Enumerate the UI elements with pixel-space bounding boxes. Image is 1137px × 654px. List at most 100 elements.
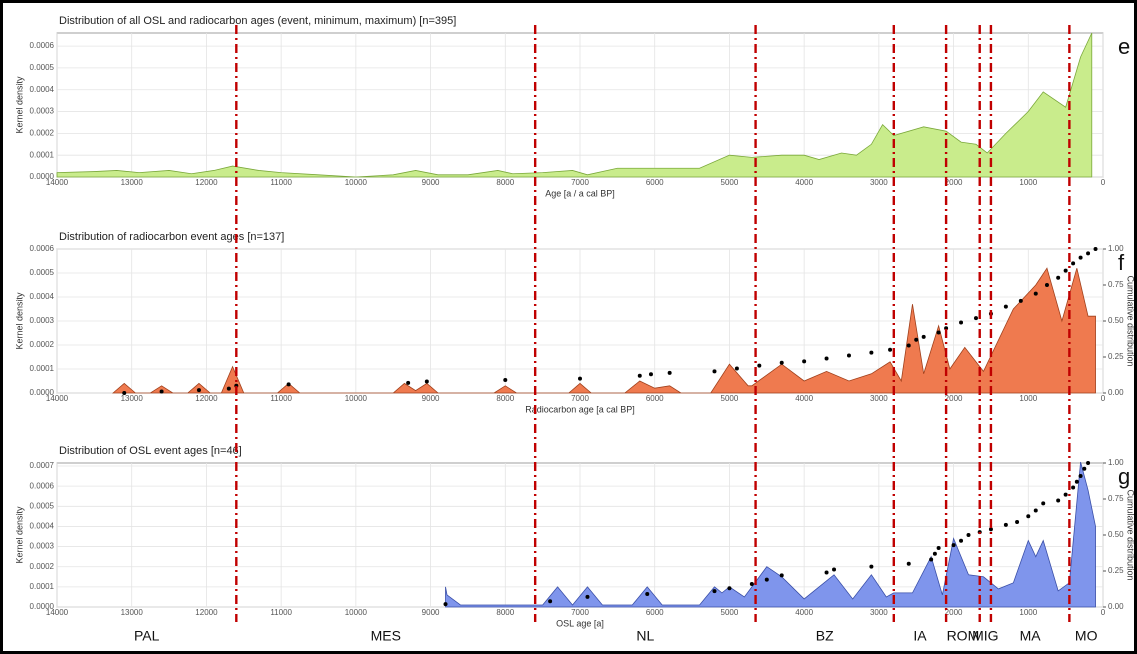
cumulative-point <box>1078 255 1083 260</box>
cumulative-point <box>959 320 964 325</box>
cumulative-point <box>1093 247 1098 251</box>
cumulative-point <box>443 602 448 607</box>
x-tick-label: 1000 <box>1019 608 1037 617</box>
y2-tick-label: 0.50 <box>1108 316 1124 325</box>
y-tick-label: 0.0004 <box>30 522 55 531</box>
x-tick-label: 2000 <box>945 394 963 403</box>
y-tick-label: 0.0003 <box>30 107 55 116</box>
y-tick-label: 0.0002 <box>30 128 55 137</box>
cumulative-point <box>1015 520 1020 525</box>
cumulative-point <box>712 369 717 374</box>
x-tick-label: 0 <box>1101 394 1106 403</box>
y2-tick-label: 0.75 <box>1108 280 1124 289</box>
cumulative-point <box>1056 498 1061 503</box>
y-tick-label: 0.0001 <box>30 364 55 373</box>
x-tick-label: 4000 <box>795 608 813 617</box>
x-tick-label: 11000 <box>270 394 292 403</box>
x-tick-label: 10000 <box>345 394 368 403</box>
x-tick-label: 14000 <box>46 394 69 403</box>
y-tick-label: 0.0005 <box>30 63 55 72</box>
cumulative-point <box>802 359 807 364</box>
x-axis-title: Radiocarbon age [a cal BP] <box>525 404 635 414</box>
x-tick-label: 8000 <box>496 178 514 187</box>
y-tick-label: 0.0001 <box>30 582 55 591</box>
x-tick-label: 5000 <box>721 178 739 187</box>
x-tick-label: 9000 <box>422 608 440 617</box>
cumulative-point <box>1074 479 1079 484</box>
y2-tick-label: 0.75 <box>1108 494 1124 503</box>
cumulative-point <box>637 373 642 378</box>
period-label: MO <box>1075 628 1098 644</box>
period-label: NL <box>636 628 654 644</box>
x-tick-label: 12000 <box>195 608 218 617</box>
x-tick-label: 6000 <box>646 608 664 617</box>
x-tick-label: 10000 <box>345 178 368 187</box>
y2-tick-label: 0.50 <box>1108 530 1124 539</box>
cumulative-point <box>1071 261 1076 266</box>
cumulative-point <box>869 350 874 355</box>
cumulative-point <box>1018 298 1023 303</box>
x-tick-label: 3000 <box>870 394 888 403</box>
cumulative-point <box>959 538 964 543</box>
cumulative-point <box>824 570 829 575</box>
y-axis-title: Kernel density <box>14 506 24 564</box>
x-tick-label: 9000 <box>422 394 440 403</box>
cumulative-point <box>764 577 769 582</box>
x-tick-label: 4000 <box>795 178 813 187</box>
cumulative-point <box>548 599 553 604</box>
density-area <box>56 32 1093 178</box>
x-tick-label: 3000 <box>870 178 888 187</box>
y2-tick-label: 0.25 <box>1108 352 1124 361</box>
cumulative-point <box>988 527 993 532</box>
chart-title: Distribution of radiocarbon event ages [… <box>59 231 284 243</box>
y2-axis-title: Cumulative distribution <box>1126 275 1136 366</box>
cumulative-point <box>648 372 653 377</box>
period-label: MIG <box>972 628 998 644</box>
cumulative-point <box>951 543 956 548</box>
x-tick-label: 12000 <box>195 178 218 187</box>
x-tick-label: 0 <box>1101 178 1106 187</box>
x-tick-label: 2000 <box>945 608 963 617</box>
cumulative-point <box>757 363 762 368</box>
density-area <box>111 267 1096 394</box>
cumulative-point <box>122 391 127 395</box>
y-axis-title: Kernel density <box>14 76 24 134</box>
y2-tick-label: 1.00 <box>1108 458 1124 467</box>
cumulative-point <box>779 573 784 578</box>
cumulative-point <box>406 380 411 385</box>
y-tick-label: 0.0003 <box>30 542 55 551</box>
cumulative-point <box>906 561 911 566</box>
chart-title: Distribution of OSL event ages [n=46] <box>59 445 242 457</box>
panel-label: g <box>1118 464 1130 489</box>
y-tick-label: 0.0000 <box>30 388 55 397</box>
y2-tick-label: 0.00 <box>1108 388 1124 397</box>
x-tick-label: 10000 <box>345 608 368 617</box>
x-tick-label: 4000 <box>795 394 813 403</box>
cumulative-point <box>667 370 672 375</box>
cumulative-point <box>286 382 291 387</box>
y-tick-label: 0.0006 <box>30 481 55 490</box>
x-axis-title: Age [a / a cal BP] <box>545 188 615 198</box>
cumulative-point <box>1071 485 1076 490</box>
cumulative-point <box>1041 501 1046 506</box>
cumulative-point <box>1078 473 1083 478</box>
x-tick-label: 14000 <box>46 178 69 187</box>
y-tick-label: 0.0001 <box>30 150 55 159</box>
cumulative-point <box>888 347 893 352</box>
period-label: ROM <box>947 628 980 644</box>
y-tick-label: 0.0004 <box>30 292 55 301</box>
cumulative-point <box>973 316 978 321</box>
cumulative-point <box>1082 466 1087 471</box>
x-tick-label: 5000 <box>721 608 739 617</box>
x-tick-label: 11000 <box>270 178 292 187</box>
x-tick-label: 13000 <box>121 394 144 403</box>
period-label: BZ <box>816 628 834 644</box>
cumulative-point <box>1033 291 1038 296</box>
y2-axis-title: Cumulative distribution <box>1126 489 1136 580</box>
cumulative-point <box>921 334 926 339</box>
period-label: PAL <box>134 628 160 644</box>
panel-label: e <box>1118 34 1130 59</box>
cumulative-point <box>1063 268 1068 273</box>
cumulative-point <box>1033 508 1038 513</box>
